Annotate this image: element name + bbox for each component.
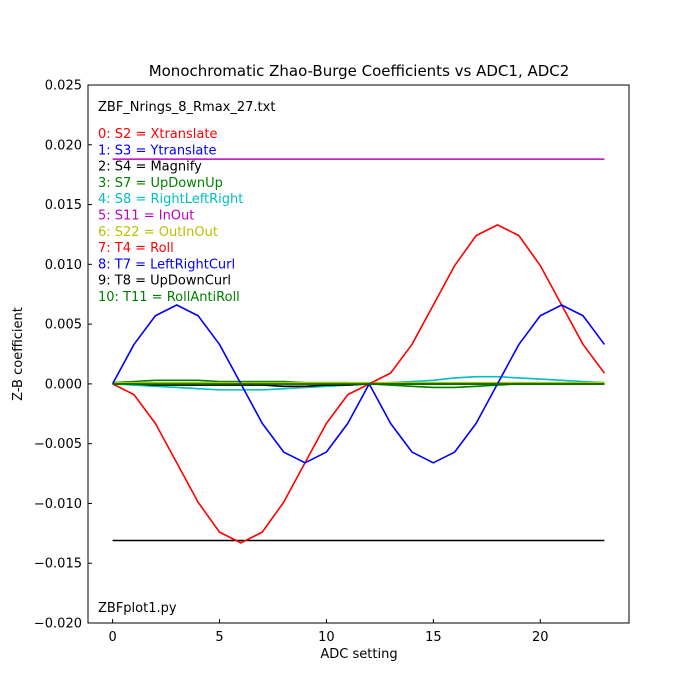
y-tick-label: 0.010 — [45, 258, 82, 273]
series-line-8 — [111, 304, 606, 464]
legend-item-9: 9: T8 = UpDownCurl — [98, 274, 231, 289]
axis-layer: 0 5 10 15 20 −0.020 −0.015 −0.010 −0.005 0.000 0.0… — [34, 79, 549, 646]
legend-item-8: 8: T7 = LeftRightCurl — [98, 257, 235, 272]
y-tick-label: −0.005 — [34, 437, 82, 452]
legend-item-1: 1: S3 = Ytranslate — [98, 143, 217, 158]
x-tick-label: 0 — [108, 630, 116, 645]
legend-item-7: 7: T4 = Roll — [98, 241, 174, 256]
y-tick-label: −0.015 — [34, 557, 82, 572]
x-tick-label: 5 — [215, 630, 223, 645]
series-line-7 — [112, 224, 606, 544]
x-axis-label: ADC setting — [320, 647, 397, 662]
legend-item-0: 0: S2 = Xtranslate — [98, 127, 217, 142]
series-layer — [111, 158, 606, 544]
file-label: ZBF_Nrings_8_Rmax_27.txt — [98, 100, 275, 115]
legend-item-3: 3: S7 = UpDownUp — [98, 176, 223, 191]
x-tick-label: 15 — [425, 630, 442, 645]
legend-item-4: 4: S8 = RightLeftRight — [98, 192, 243, 207]
x-tick-label: 10 — [318, 630, 335, 645]
legend-item-5: 5: S11 = InOut — [98, 209, 194, 224]
y-tick-label: 0.020 — [45, 138, 82, 153]
y-axis-label: Z-B coefficient — [11, 307, 26, 401]
legend-item-10: 10: T11 = RollAntiRoll — [98, 290, 240, 305]
y-tick-label: 0.015 — [45, 198, 82, 213]
plot-frame — [87, 84, 630, 624]
y-tick-label: −0.010 — [34, 497, 82, 512]
y-tick-label: 0.005 — [45, 318, 82, 333]
legend-item-6: 6: S22 = OutInOut — [98, 225, 218, 240]
y-tick-label: 0.025 — [45, 79, 82, 94]
script-label: ZBFplot1.py — [98, 601, 177, 616]
x-tick-label: 20 — [532, 630, 549, 645]
y-tick-label: −0.020 — [34, 617, 82, 632]
chart-title: Monochromatic Zhao-Burge Coefficients vs… — [149, 62, 570, 80]
legend-item-2: 2: S4 = Magnify — [98, 160, 202, 175]
y-tick-label: 0.000 — [45, 377, 82, 392]
